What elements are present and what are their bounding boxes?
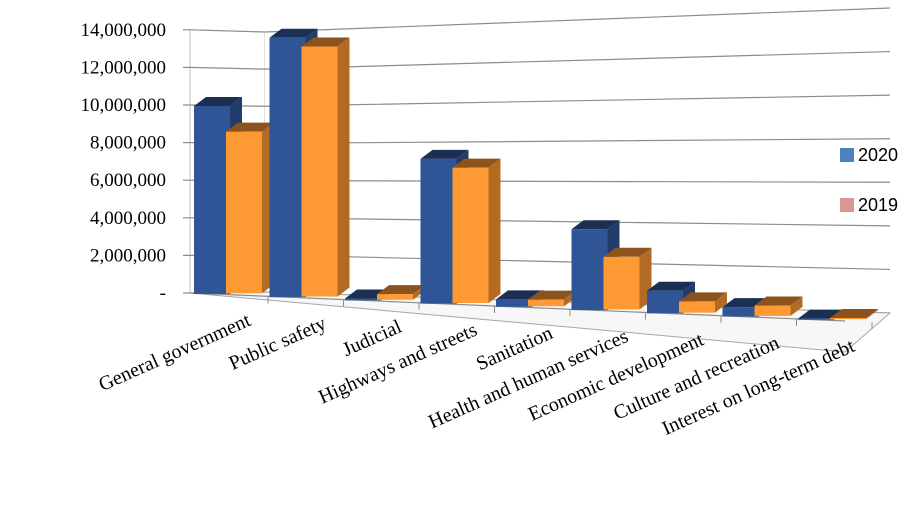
bar-2019 <box>754 305 791 316</box>
bar-2020 <box>420 158 457 304</box>
y-tick-label: 4,000,000 <box>90 208 166 229</box>
y-axis: - 2,000,000 4,000,000 6,000,000 8,000,000 10,… <box>81 20 190 304</box>
bar-2020-top <box>571 220 620 230</box>
bar-2020 <box>647 290 683 314</box>
bar-2020 <box>722 307 759 317</box>
legend-swatch-2019 <box>840 198 854 212</box>
y-tick-label: 14,000,000 <box>81 20 167 41</box>
bar-2020-top <box>420 149 469 159</box>
bar-2019-side <box>715 292 727 313</box>
bar-2020 <box>269 37 306 298</box>
bar-2019 <box>528 299 564 307</box>
bar-2019 <box>301 46 338 297</box>
legend-label-2020: 2020 <box>858 145 898 165</box>
bars <box>194 28 878 320</box>
bar-2020 <box>798 318 834 320</box>
bar-2019-top <box>603 247 652 257</box>
bar-2020 <box>571 229 608 311</box>
bar-2019-top <box>301 37 350 47</box>
bar-2019 <box>377 294 413 300</box>
y-tick-label: 10,000,000 <box>81 95 167 116</box>
bar-2019-side <box>337 37 350 297</box>
y-tick-label: 2,000,000 <box>90 245 166 266</box>
bar-2020-top <box>269 28 318 38</box>
bar-2019 <box>603 256 640 310</box>
bar-2020 <box>496 299 532 307</box>
gridline <box>189 50 891 70</box>
bar-2020-top <box>647 281 695 291</box>
bar-2019-top <box>377 285 425 295</box>
bar-2019-side <box>866 309 878 320</box>
legend-swatch-2020 <box>840 148 854 162</box>
bar-2019-side <box>488 158 501 303</box>
bar-2019-top <box>754 296 803 306</box>
bar-2020 <box>194 105 230 294</box>
y-tick-label: 6,000,000 <box>90 170 166 191</box>
bar-2019-top <box>528 290 576 300</box>
bar-2019 <box>452 167 489 303</box>
legend: 2020 2019 <box>840 145 898 215</box>
bar-2019 <box>226 131 262 294</box>
y-tick-label: 12,000,000 <box>81 57 167 78</box>
bar-2020 <box>345 298 381 301</box>
bar-2019-top <box>226 122 274 132</box>
bar-2020-top <box>194 96 242 106</box>
gridline <box>189 7 891 33</box>
bar-2019 <box>679 301 715 313</box>
bar-2019-side <box>790 296 803 316</box>
bar-2019-top <box>830 309 878 319</box>
y-tick-label: - <box>160 283 166 304</box>
bar-2019 <box>830 318 866 320</box>
bar-2019-top <box>679 292 727 302</box>
y-tick-label: 8,000,000 <box>90 133 166 154</box>
legend-label-2019: 2019 <box>858 195 898 215</box>
bar-2019-top <box>452 158 501 168</box>
